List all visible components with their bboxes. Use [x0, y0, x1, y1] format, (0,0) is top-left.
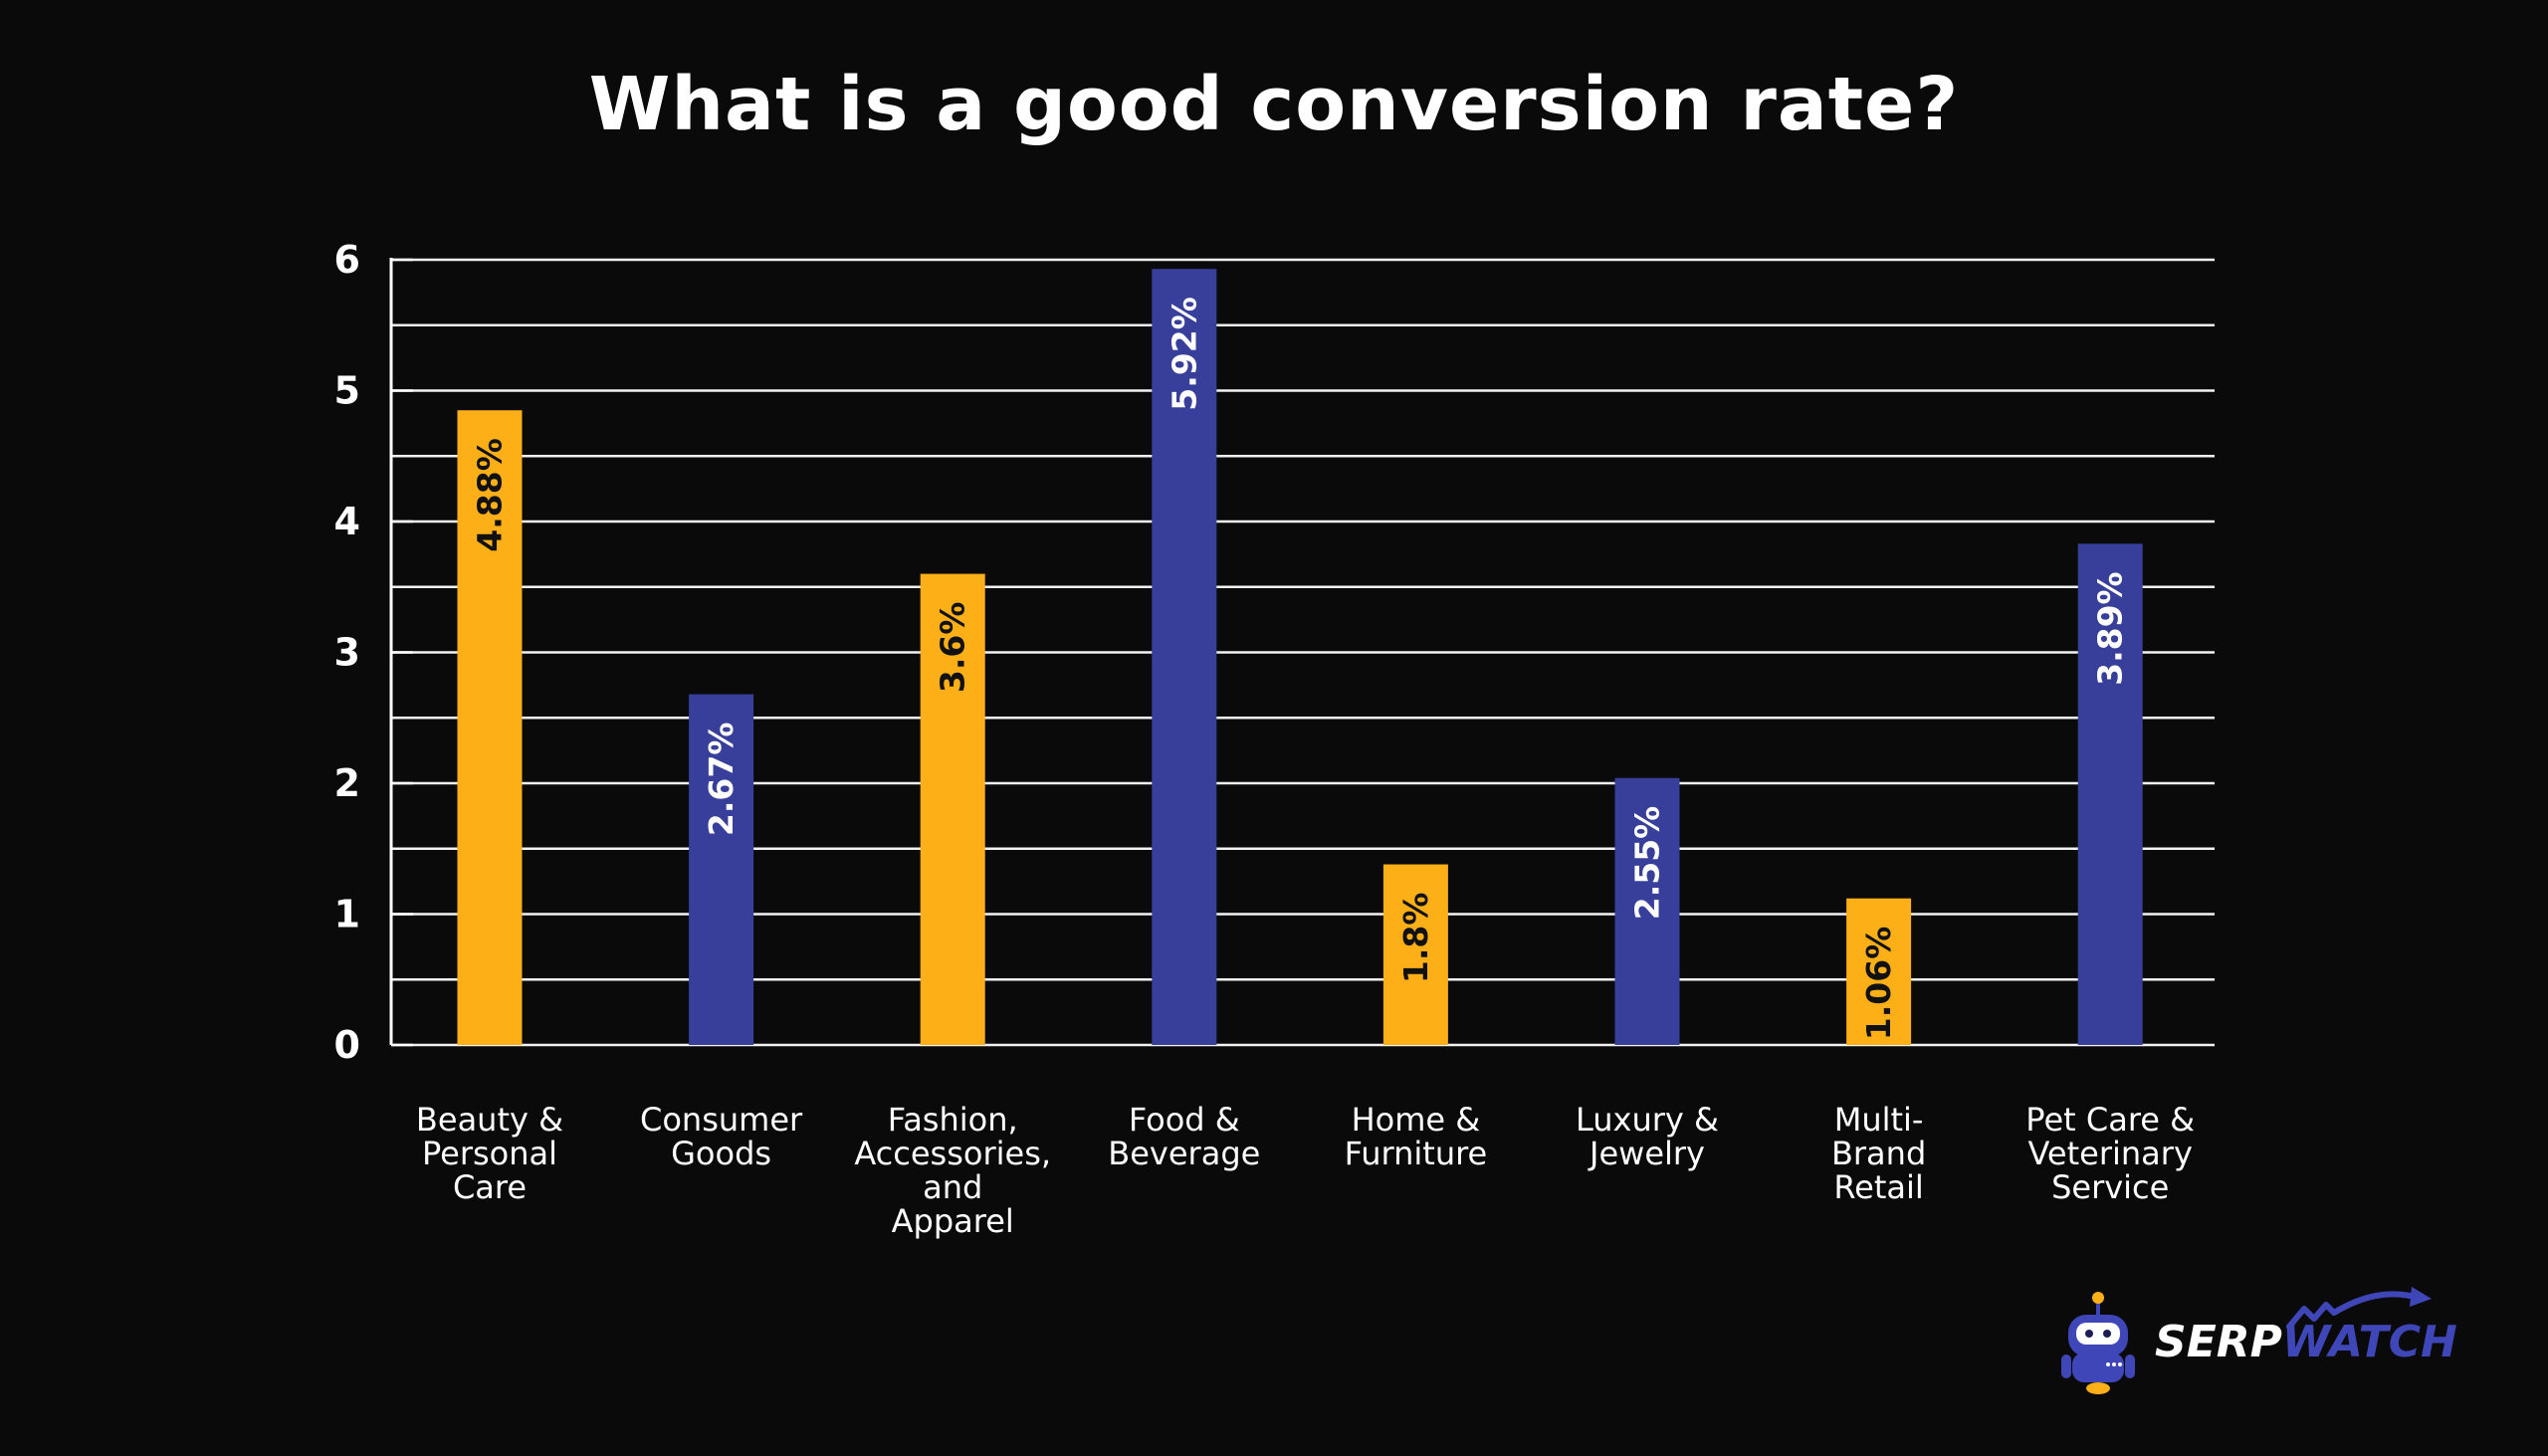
y-tick-label: 0 — [334, 1023, 360, 1067]
category-label-line: Apparel — [892, 1202, 1014, 1240]
trend-arrow-icon — [2286, 1287, 2432, 1330]
data-labels: 4.88% 2.67% 3.6% 5.92% 1.8% 2.55% 1.06% 3.89% — [471, 297, 2130, 1040]
category-label-line: Care — [453, 1168, 527, 1206]
data-label: 4.88% — [471, 438, 510, 551]
bar — [689, 694, 754, 1045]
y-tick-label: 4 — [334, 500, 360, 543]
category-label-line: Veterinary — [2028, 1135, 2193, 1172]
data-label: 5.92% — [1165, 297, 1203, 411]
data-label: 2.67% — [702, 723, 741, 837]
category-label-line: Jewelry — [1588, 1135, 1705, 1172]
data-label: 3.89% — [2091, 571, 2130, 686]
category-labels: Beauty & Personal Care Consumer Goods Fashion… — [416, 1101, 2195, 1240]
bar — [1614, 777, 1680, 1045]
bars — [457, 269, 2143, 1046]
data-label: 2.55% — [1628, 806, 1667, 921]
category-label: Fashion, Accessories, and Apparel — [854, 1101, 1051, 1240]
bar — [1152, 269, 1217, 1046]
bar — [920, 573, 985, 1045]
serpwatch-logo: SERPWATCH — [2055, 1287, 2473, 1398]
data-label: 3.6% — [934, 602, 972, 694]
robot-mascot-icon — [2061, 1292, 2135, 1394]
category-label: Home & Furniture — [1345, 1101, 1488, 1172]
bar — [1382, 864, 1448, 1045]
category-label: Food & Beverage — [1108, 1101, 1260, 1172]
category-label-line: Multi- — [1834, 1101, 1924, 1139]
category-label-line: Service — [2051, 1168, 2169, 1206]
category-label-line: Home & — [1352, 1101, 1481, 1139]
bar — [1846, 898, 1912, 1045]
category-label: Consumer Goods — [640, 1101, 803, 1172]
axes: 0 1 2 3 4 5 6 — [334, 238, 413, 1067]
chart-title: What is a good conversion rate? — [588, 62, 1960, 147]
y-tick-label: 6 — [334, 238, 360, 282]
category-label-line: Retail — [1833, 1168, 1923, 1206]
category-label-line: Fashion, — [888, 1101, 1018, 1139]
category-label-line: Food & — [1129, 1101, 1240, 1139]
category-label-line: Beauty & — [416, 1101, 563, 1139]
category-label-line: Brand — [1831, 1135, 1926, 1172]
category-label-line: Consumer — [640, 1101, 803, 1139]
logo-wordmark: SERPWATCH — [2155, 1317, 2457, 1367]
category-label-line: Goods — [671, 1135, 771, 1172]
category-label: Beauty & Personal Care — [416, 1101, 563, 1206]
bar — [2077, 543, 2143, 1045]
y-tick-label: 5 — [334, 369, 360, 413]
category-label-line: Luxury & — [1576, 1101, 1719, 1139]
y-tick-label: 1 — [334, 893, 360, 936]
data-label: 1.06% — [1859, 927, 1898, 1041]
category-label-line: Pet Care & — [2025, 1101, 2195, 1139]
logo-text-serp: SERP — [2155, 1317, 2282, 1367]
category-label: Multi-Brand Retail — [1831, 1101, 1926, 1206]
category-label-line: and — [923, 1168, 982, 1206]
y-tick-label: 3 — [334, 631, 360, 675]
category-label-line: Accessories, — [854, 1135, 1051, 1172]
bar — [457, 410, 523, 1046]
y-tick-label: 2 — [334, 761, 360, 805]
category-label: Luxury & Jewelry — [1576, 1101, 1719, 1172]
category-label-line: Beverage — [1108, 1135, 1260, 1172]
category-label-line: Furniture — [1345, 1135, 1488, 1172]
category-label-line: Personal — [422, 1135, 557, 1172]
data-label: 1.8% — [1396, 893, 1435, 984]
logo-text-watch: WATCH — [2281, 1317, 2457, 1367]
gridlines — [391, 258, 2215, 1047]
category-label: Pet Care & Veterinary Service — [2025, 1101, 2195, 1206]
